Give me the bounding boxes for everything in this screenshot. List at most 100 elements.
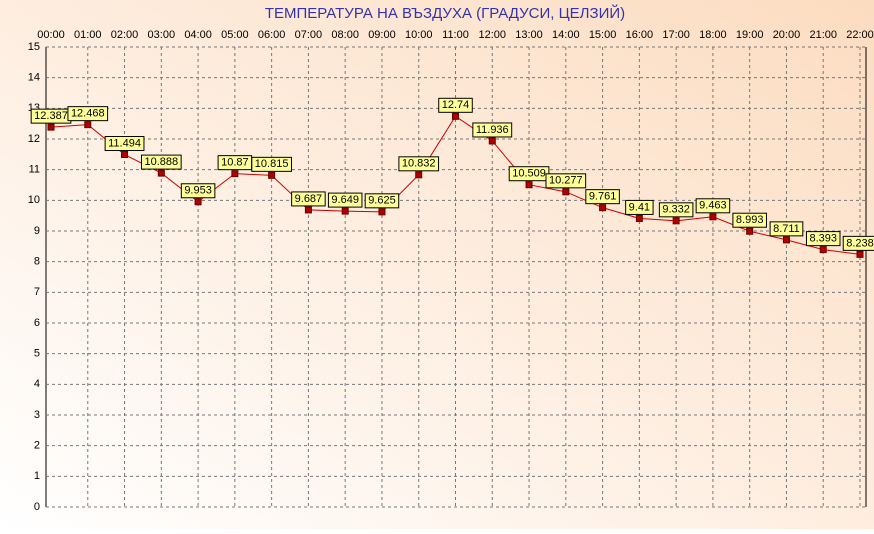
marker	[84, 121, 92, 129]
x-tick-label: 20:00	[773, 29, 801, 41]
marker	[341, 207, 349, 215]
data-label: 8.238	[842, 235, 874, 251]
value-label: 9.332	[662, 204, 690, 216]
x-tick-label: 05:00	[221, 29, 249, 41]
marker	[709, 213, 717, 221]
y-tick-label: 9	[34, 225, 40, 237]
x-tick-label: 13:00	[515, 29, 543, 41]
value-label: 9.649	[331, 194, 359, 206]
y-tick-label: 7	[34, 286, 40, 298]
value-label: 10.832	[402, 158, 436, 170]
y-tick-label: 0	[34, 501, 40, 513]
marker	[635, 214, 643, 222]
x-tick-label: 18:00	[699, 29, 727, 41]
x-tick-label: 06:00	[258, 29, 286, 41]
marker	[525, 181, 533, 189]
marker	[157, 169, 165, 177]
data-label: 9.41	[625, 199, 654, 215]
data-label: 12.387	[30, 108, 72, 124]
value-label: 10.277	[549, 175, 583, 187]
marker	[856, 250, 864, 258]
x-tick-label: 02:00	[111, 29, 139, 41]
marker	[782, 236, 790, 244]
label-box	[398, 156, 440, 172]
y-tick-label: 15	[28, 41, 40, 53]
label-box	[291, 191, 326, 207]
value-label: 10.888	[144, 156, 178, 168]
data-label: 12.468	[67, 106, 109, 122]
data-label: 11.494	[104, 136, 145, 152]
y-tick-label: 11	[29, 164, 40, 176]
data-label: 9.649	[327, 192, 363, 208]
value-label: 9.463	[699, 200, 727, 212]
x-tick-label: 12:00	[479, 29, 507, 41]
value-label: 10.87	[221, 157, 249, 169]
data-label: 10.832	[398, 156, 440, 172]
label-box	[769, 221, 804, 237]
x-tick-label: 00:00	[37, 29, 65, 41]
marker	[562, 188, 570, 196]
label-box	[67, 106, 109, 122]
value-label: 9.687	[295, 193, 323, 205]
marker	[819, 246, 827, 254]
x-tick-label: 22:00	[846, 29, 874, 41]
data-label: 8.711	[769, 221, 804, 237]
label-box	[805, 231, 841, 247]
data-label: 9.761	[585, 189, 620, 205]
marker	[378, 208, 386, 216]
data-label: 10.509	[508, 166, 550, 182]
x-tick-label: 16:00	[626, 29, 654, 41]
x-tick-label: 08:00	[331, 29, 359, 41]
value-label: 9.41	[629, 201, 650, 213]
label-box	[472, 122, 513, 138]
y-tick-label: 5	[34, 348, 40, 360]
value-label: 10.509	[512, 168, 546, 180]
marker	[304, 206, 312, 214]
value-label: 12.387	[34, 110, 68, 122]
value-label: 10.815	[255, 158, 289, 170]
label-box	[438, 97, 473, 113]
marker	[47, 123, 55, 131]
y-tick-label: 10	[28, 194, 40, 206]
chart-title: ТЕМПЕРАТУРА НА ВЪЗДУХА (ГРАДУСИ, ЦЕЛЗИЙ)	[265, 4, 625, 22]
x-tick-label: 14:00	[552, 29, 580, 41]
marker	[452, 112, 459, 120]
marker	[268, 171, 276, 179]
label-box	[695, 198, 731, 214]
value-label: 9.625	[368, 195, 396, 207]
marker	[672, 217, 680, 225]
label-box	[625, 199, 654, 215]
data-label: 10.277	[545, 173, 587, 189]
label-box	[180, 183, 216, 199]
marker	[194, 198, 202, 206]
data-label: 10.815	[251, 156, 292, 172]
data-label: 9.953	[180, 183, 216, 199]
label-box	[251, 156, 292, 172]
data-label: 12.74	[438, 97, 473, 113]
label-box	[140, 154, 182, 170]
data-label: 9.463	[695, 198, 731, 214]
y-tick-label: 1	[34, 470, 40, 482]
marker	[746, 227, 754, 235]
value-label: 12.74	[442, 99, 470, 111]
x-tick-label: 19:00	[736, 29, 764, 41]
x-tick-label: 09:00	[368, 29, 396, 41]
x-tick-label: 21:00	[809, 29, 837, 41]
value-label: 11.494	[108, 137, 141, 149]
label-box	[585, 189, 620, 205]
label-box	[732, 212, 767, 228]
data-label: 8.993	[732, 212, 767, 228]
data-label: 8.393	[805, 231, 841, 247]
x-tick-label: 17:00	[662, 29, 690, 41]
y-tick-label: 4	[34, 378, 40, 390]
y-tick-label: 14	[28, 72, 40, 84]
x-tick-label: 01:00	[74, 29, 102, 41]
value-label: 8.393	[809, 233, 837, 245]
value-label: 11.936	[476, 124, 509, 136]
x-tick-label: 07:00	[295, 29, 323, 41]
label-box	[104, 136, 145, 152]
label-box	[364, 193, 400, 209]
y-tick-label: 2	[34, 440, 40, 452]
